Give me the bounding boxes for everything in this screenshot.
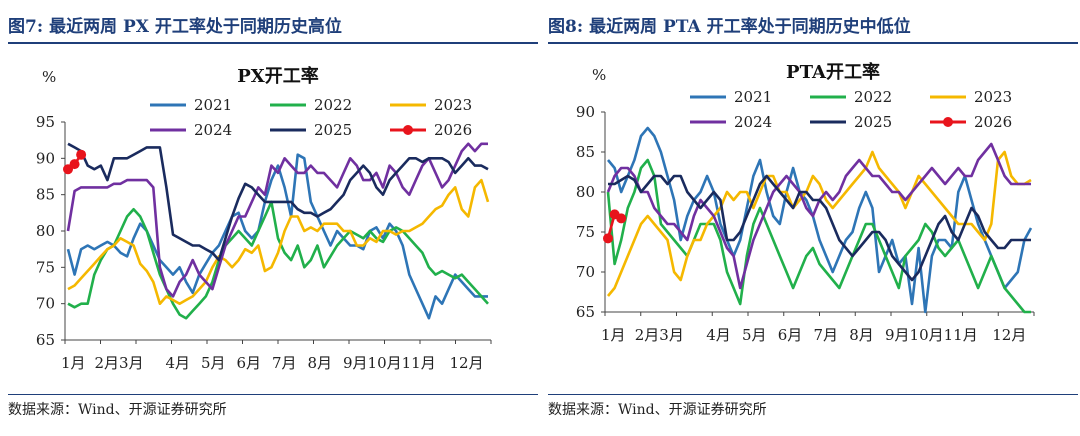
series-point-2026 [616,213,627,224]
figure-number: 图8: [548,17,584,37]
y-tick-label: 90 [36,149,55,167]
y-tick-label: 70 [576,263,595,281]
series-line-2022 [67,200,489,320]
x-tick-labels: 1月 2月3月 4月 5月 6月 7月 8月 9月10月11月 12月 [61,354,484,372]
chart-title: PTA开工率 [786,61,880,83]
series-line-2024 [66,142,488,298]
legend-label-2026: 2026 [974,113,1012,131]
chart-container-pta: 65 70 75 80 85 90 1月 2月3月 4月 5月 6月 7月 8月 9月10月11月 12月%… [548,48,1078,388]
x-tick-label: 12月 [992,326,1026,344]
chart-svg-px: 65 70 75 80 85 90 95 1月 2月3月 4月 5月 6月 7月 8月 9月10月11月 12… [36,65,492,372]
x-tick-label: 7月 [814,326,839,344]
y-tick-label: 95 [36,113,55,131]
x-tick-label: 5月 [201,354,226,372]
x-tick-label: 9月10月11月 [343,354,436,372]
legend-marker-2026 [403,125,413,135]
x-tick-label: 2月3月 [635,326,684,344]
legend-label-2026: 2026 [434,121,472,139]
legend-label-2021: 2021 [194,96,232,114]
legend-label-2022: 2022 [314,96,352,114]
series-point-2026 [69,159,80,170]
legend-label-2024: 2024 [734,113,772,131]
series-line-2025 [67,142,489,262]
y-tick-label: 80 [576,183,595,201]
source-note: 数据来源：Wind、开源证券研究所 [548,394,1078,425]
series-line-2021 [66,153,488,320]
y-tick-label: 65 [576,303,595,321]
legend-label-2023: 2023 [434,96,472,114]
series-line-2023 [606,150,1032,297]
x-tick-label: 5月 [742,326,767,344]
y-tick-label: 85 [36,186,55,204]
series-line-2022 [606,158,1031,314]
series-point-2026 [76,149,87,160]
x-tick-label: 8月 [308,354,333,372]
x-tick-label: 6月 [778,326,803,344]
legend-label-2025: 2025 [854,113,892,131]
legend-label-2024: 2024 [194,121,232,139]
series-point-2026 [603,233,613,244]
y-tick-label: 90 [576,103,595,121]
y-tick-label: 75 [36,258,55,276]
chart-container-px: 65 70 75 80 85 90 95 1月 2月3月 4月 5月 6月 7月 8月 9月10月11月 12… [8,48,538,388]
y-tick-label: 75 [576,223,595,241]
series-line-2025 [608,174,1031,282]
y-tick-label: 70 [36,295,55,313]
x-tick-label: 12月 [450,354,484,372]
series-line-2021 [606,126,1033,314]
legend-label-2023: 2023 [974,88,1012,106]
figure-heading-text: 最近两周 PX 开工率处于同期历史高位 [49,17,342,37]
series-line-2023 [67,178,490,305]
source-note: 数据来源：Wind、开源证券研究所 [8,394,538,425]
x-tick-label: 1月 [61,354,86,372]
chart-title: PX开工率 [237,65,319,87]
y-axis-unit: % [592,66,606,84]
figure-pta: 图8: 最近两周 PTA 开工率处于同期历史中低位 65 70 75 80 85 90 1月 2… [548,0,1078,436]
legend-label-2022: 2022 [854,88,892,106]
x-tick-label: 4月 [166,354,191,372]
figure-px: 图7: 最近两周 PX 开工率处于同期历史高位 65 70 75 80 85 90 95 1月 2… [8,0,538,436]
y-axis-unit: % [42,68,56,86]
figure-heading: 图7: 最近两周 PX 开工率处于同期历史高位 [8,12,538,44]
y-tick-label: 80 [36,222,55,240]
x-tick-labels: 1月 2月3月 4月 5月 6月 7月 8月 9月10月11月 12月 [601,326,1026,344]
x-tick-label: 4月 [706,326,731,344]
y-tick-label: 65 [36,331,55,349]
x-tick-label: 9月10月11月 [885,326,978,344]
legend-label-2025: 2025 [314,121,352,139]
x-tick-label: 6月 [237,354,262,372]
x-tick-label: 1月 [601,326,626,344]
x-tick-label: 7月 [272,354,297,372]
figure-number: 图7: [8,17,44,37]
x-tick-label: 8月 [849,326,874,344]
x-tick-label: 2月3月 [95,354,144,372]
chart-svg-pta: 65 70 75 80 85 90 1月 2月3月 4月 5月 6月 7月 8月 9月10月11月 12月%… [576,61,1035,344]
y-tick-label: 85 [576,143,595,161]
legend-label-2021: 2021 [734,88,772,106]
figure-heading: 图8: 最近两周 PTA 开工率处于同期历史中低位 [548,12,1078,44]
legend-marker-2026 [943,117,953,127]
figure-heading-text: 最近两周 PTA 开工率处于同期历史中低位 [589,17,911,37]
